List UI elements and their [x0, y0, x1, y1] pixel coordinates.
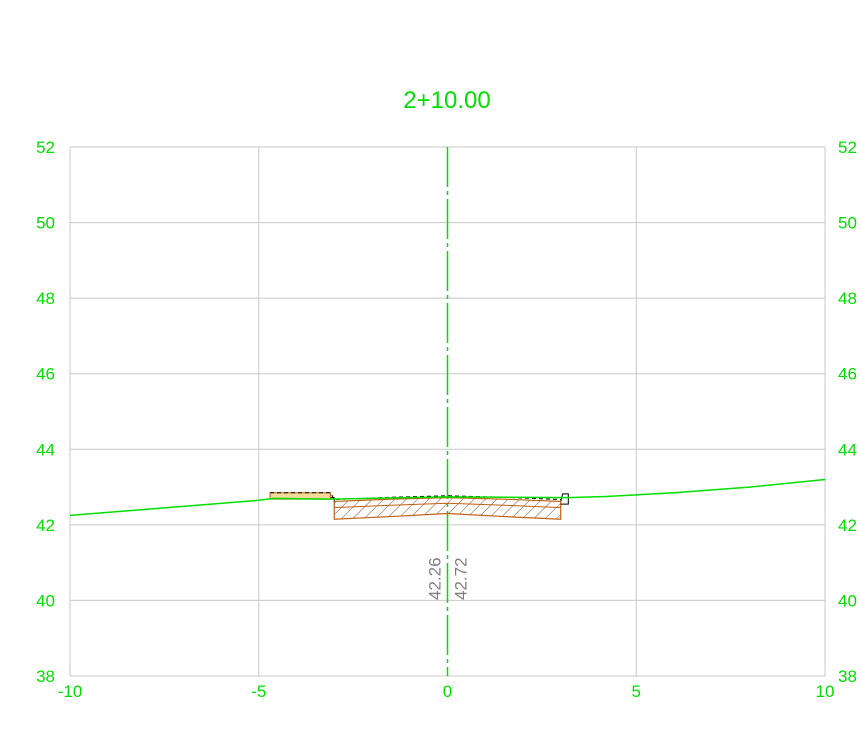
y-tick-label-right: 40: [838, 591, 857, 610]
y-tick-label-left: 46: [36, 365, 55, 384]
pavement-section: [333, 497, 562, 520]
y-tick-label-right: 42: [838, 516, 857, 535]
y-tick-label-right: 44: [838, 440, 857, 459]
data-layer: [69, 147, 826, 676]
elevation-label: 42.26: [425, 557, 444, 600]
left-curb: [330, 497, 335, 502]
chart-title: 2+10.00: [403, 87, 490, 114]
y-tick-label-right: 52: [838, 138, 857, 157]
y-tick-label-left: 50: [36, 214, 55, 233]
x-tick-label: 5: [632, 682, 641, 701]
y-tick-label-left: 40: [36, 591, 55, 610]
y-tick-label-right: 50: [838, 214, 857, 233]
pavement-layer-line: [334, 502, 561, 509]
y-tick-label-right: 38: [838, 667, 857, 686]
y-tick-label-left: 52: [36, 138, 55, 157]
x-tick-label: -5: [251, 682, 266, 701]
y-tick-label-right: 48: [838, 289, 857, 308]
y-tick-label-left: 44: [36, 440, 55, 459]
x-tick-label: 0: [443, 682, 452, 701]
ground-line: [69, 478, 826, 517]
label-layer: 42.26 42.72: [425, 557, 470, 600]
elevation-label: 42.72: [452, 557, 471, 600]
x-tick-label: 10: [816, 682, 835, 701]
y-tick-label-left: 42: [36, 516, 55, 535]
right-curb: [560, 493, 569, 505]
y-tick-label-left: 38: [36, 667, 55, 686]
y-tick-label-left: 48: [36, 289, 55, 308]
x-tick-label: -10: [58, 682, 83, 701]
y-tick-label-right: 46: [838, 365, 857, 384]
